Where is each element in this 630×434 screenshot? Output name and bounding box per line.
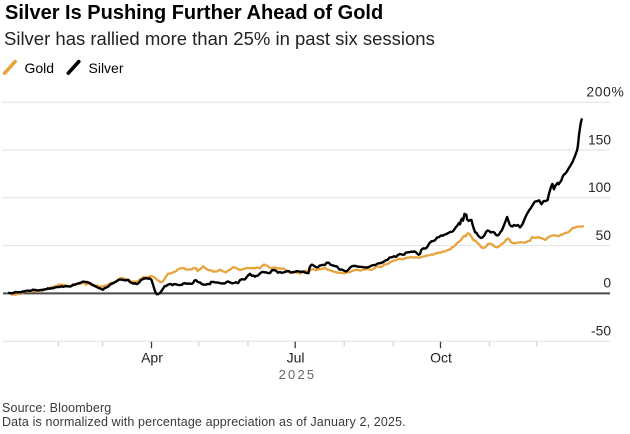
svg-text:50: 50 bbox=[596, 228, 612, 243]
svg-text:Oct: Oct bbox=[430, 350, 452, 366]
svg-text:2025: 2025 bbox=[279, 367, 317, 382]
svg-text:-50: -50 bbox=[591, 324, 611, 339]
svg-text:Jul: Jul bbox=[287, 350, 305, 366]
svg-text:150: 150 bbox=[588, 132, 611, 147]
svg-text:200%: 200% bbox=[586, 85, 624, 100]
svg-text:100: 100 bbox=[588, 180, 611, 195]
svg-text:Apr: Apr bbox=[141, 350, 163, 366]
svg-text:0: 0 bbox=[603, 276, 611, 291]
